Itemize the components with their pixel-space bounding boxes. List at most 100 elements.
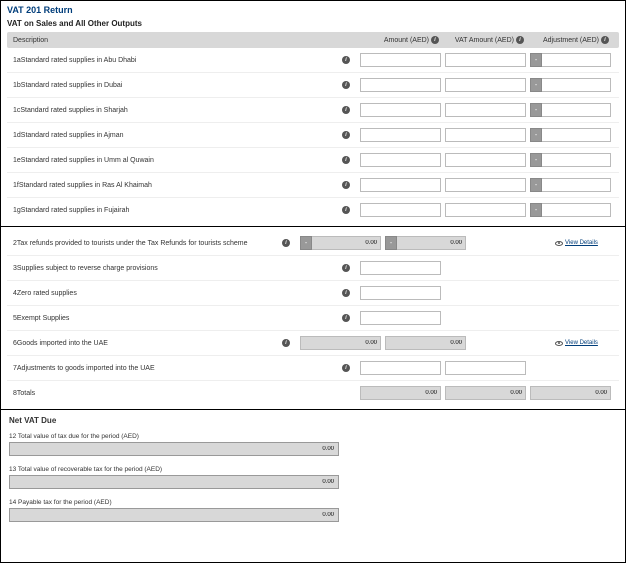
adjustment-sign-toggle[interactable]: - [530, 153, 542, 167]
view-details-link[interactable]: View Details [565, 340, 598, 346]
info-icon[interactable]: i [342, 156, 350, 164]
vat-input [385, 336, 466, 350]
amount-input[interactable] [360, 203, 441, 217]
row-label: 7Adjustments to goods imported into the … [13, 365, 155, 372]
table-row: 2Tax refunds provided to tourists under … [7, 231, 619, 256]
net-row: 12 Total value of tax due for the period… [9, 433, 617, 456]
net-row: 14 Payable tax for the period (AED) [9, 499, 617, 522]
amount-input[interactable] [360, 178, 441, 192]
adjustment-input[interactable] [542, 53, 611, 67]
info-icon[interactable]: i [342, 364, 350, 372]
row-label: 1cStandard rated supplies in Sharjah [13, 107, 128, 114]
row-label: 6Goods imported into the UAE [13, 340, 108, 347]
info-icon[interactable]: i [342, 314, 350, 322]
info-icon[interactable]: i [342, 106, 350, 114]
vat-input[interactable] [445, 203, 526, 217]
amount-input[interactable] [360, 311, 441, 325]
amount-input[interactable] [360, 153, 441, 167]
adjustment-sign-toggle[interactable]: - [530, 178, 542, 192]
vat-input[interactable] [445, 153, 526, 167]
row-label: 4Zero rated supplies [13, 290, 77, 297]
table-row: 8Totals [7, 381, 619, 405]
table-row: 1dStandard rated supplies in Ajman i - [7, 123, 619, 148]
net-row: 13 Total value of recoverable tax for th… [9, 466, 617, 489]
net-value [9, 442, 339, 456]
sign-toggle[interactable]: - [385, 236, 397, 250]
adjustment-sign-toggle[interactable]: - [530, 203, 542, 217]
amount-input[interactable] [360, 103, 441, 117]
adjustment-input [530, 386, 611, 400]
table-row: 6Goods imported into the UAE i View Detail… [7, 331, 619, 356]
info-icon[interactable]: i [342, 131, 350, 139]
table-row: 7Adjustments to goods imported into the … [7, 356, 619, 381]
info-icon[interactable]: i [342, 206, 350, 214]
row-label: 1bStandard rated supplies in Dubai [13, 82, 122, 89]
info-icon[interactable]: i [342, 56, 350, 64]
net-vat-title: Net VAT Due [9, 416, 617, 425]
vat-input[interactable] [445, 178, 526, 192]
amount-input[interactable] [360, 361, 441, 375]
adjustment-input[interactable] [542, 178, 611, 192]
net-value [9, 508, 339, 522]
row-label: 1gStandard rated supplies in Fujairah [13, 207, 129, 214]
adjustment-sign-toggle[interactable]: - [530, 103, 542, 117]
adjustment-sign-toggle[interactable]: - [530, 53, 542, 67]
adjustment-sign-toggle[interactable]: - [530, 78, 542, 92]
table-row: 5Exempt Suppliesi [7, 306, 619, 331]
amount-input [312, 236, 381, 250]
table-row: 1fStandard rated supplies in Ras Al Khai… [7, 173, 619, 198]
row-label: 2Tax refunds provided to tourists under … [13, 240, 248, 247]
view-details-link[interactable]: View Details [565, 240, 598, 246]
sign-toggle[interactable]: - [300, 236, 312, 250]
header-vat: VAT Amount (AED)i [443, 36, 528, 44]
section-net-vat-due: Net VAT Due 12 Total value of tax due fo… [1, 410, 625, 562]
section-title: VAT on Sales and All Other Outputs [7, 19, 619, 28]
section-sales-continued: 2Tax refunds provided to tourists under … [1, 227, 625, 410]
info-icon[interactable]: i [342, 181, 350, 189]
table-row: 1bStandard rated supplies in Dubai i - [7, 73, 619, 98]
info-icon[interactable]: i [282, 239, 290, 247]
vat-input[interactable] [445, 78, 526, 92]
vat-input[interactable] [445, 103, 526, 117]
adjustment-input[interactable] [542, 203, 611, 217]
adjustment-input[interactable] [542, 153, 611, 167]
header-adjustment: Adjustment (AED)i [528, 36, 613, 44]
eye-icon [555, 241, 563, 246]
amount-input[interactable] [360, 53, 441, 67]
amount-input [300, 336, 381, 350]
info-icon[interactable]: i [342, 289, 350, 297]
table-row: 1gStandard rated supplies in Fujairah i - [7, 198, 619, 222]
vat-input[interactable] [445, 361, 526, 375]
info-icon[interactable]: i [342, 264, 350, 272]
info-icon[interactable]: i [342, 81, 350, 89]
amount-input[interactable] [360, 128, 441, 142]
adjustment-sign-toggle[interactable]: - [530, 128, 542, 142]
row-label: 3Supplies subject to reverse charge prov… [13, 265, 158, 272]
row-label: 8Totals [13, 390, 35, 397]
table-row: 1aStandard rated supplies in Abu Dhabii- [7, 48, 619, 73]
amount-input[interactable] [360, 286, 441, 300]
adjustment-input[interactable] [542, 103, 611, 117]
net-value [9, 475, 339, 489]
net-label: 14 Payable tax for the period (AED) [9, 499, 617, 506]
info-icon[interactable]: i [282, 339, 290, 347]
header-description: Description [13, 37, 358, 44]
vat-input[interactable] [445, 53, 526, 67]
row-label: 1eStandard rated supplies in Umm al Quwa… [13, 157, 154, 164]
info-icon[interactable]: i [431, 36, 439, 44]
vat-input[interactable] [445, 128, 526, 142]
adjustment-input[interactable] [542, 128, 611, 142]
adjustment-input[interactable] [542, 78, 611, 92]
amount-input[interactable] [360, 261, 441, 275]
page-title: VAT 201 Return [7, 5, 619, 15]
table-row: 1cStandard rated supplies in Sharjah i - [7, 98, 619, 123]
net-label: 13 Total value of recoverable tax for th… [9, 466, 617, 473]
header-amount: Amount (AED)i [358, 36, 443, 44]
row-label: 1dStandard rated supplies in Ajman [13, 132, 124, 139]
info-icon[interactable]: i [601, 36, 609, 44]
row-label: 1fStandard rated supplies in Ras Al Khai… [13, 182, 152, 189]
table-row: 1eStandard rated supplies in Umm al Quwa… [7, 148, 619, 173]
table-header: Description Amount (AED)i VAT Amount (AE… [7, 32, 619, 48]
amount-input[interactable] [360, 78, 441, 92]
info-icon[interactable]: i [516, 36, 524, 44]
